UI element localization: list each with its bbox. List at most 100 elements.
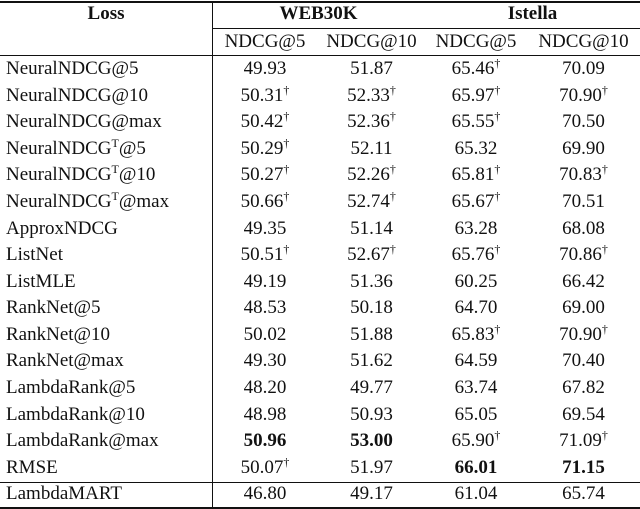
cell-text: RankNet@10 xyxy=(6,323,111,345)
superscript: † xyxy=(389,109,396,124)
score: 65.74 xyxy=(527,481,640,507)
cell-text: 65.81 xyxy=(451,164,495,186)
cell-text: LambdaRank@10 xyxy=(6,403,145,425)
cell-text: 49.77 xyxy=(350,377,393,399)
superscript: † xyxy=(494,428,501,443)
cell-text: 50.31 xyxy=(240,84,284,106)
cell-text: 50.29 xyxy=(240,137,284,159)
score: 48.20 xyxy=(212,375,318,401)
cell-text: 67.82 xyxy=(562,377,605,399)
cell-text: 52.33 xyxy=(347,84,390,106)
cell-text: 70.51 xyxy=(562,190,605,212)
loss-name: ApproxNDCG xyxy=(0,216,212,242)
score: 70.50 xyxy=(527,109,640,135)
score: 52.36† xyxy=(318,109,425,135)
superscript: † xyxy=(494,321,501,336)
superscript: † xyxy=(389,162,396,177)
score: 50.66† xyxy=(212,189,318,215)
superscript: † xyxy=(389,82,396,97)
cell-text: 65.55 xyxy=(451,111,495,133)
metric-header: NDCG@5 xyxy=(224,31,306,52)
score: 50.31† xyxy=(212,83,318,109)
cell-text: 48.53 xyxy=(243,297,287,319)
cell-text: 65.83 xyxy=(451,323,495,345)
score: 71.15 xyxy=(527,455,640,481)
loss-name: RankNet@10 xyxy=(0,322,212,348)
loss-name: RankNet@max xyxy=(0,348,212,374)
loss-name: NeuralNDCG@5 xyxy=(0,56,212,82)
cell-text: 66.01 xyxy=(454,456,498,478)
score: 70.40 xyxy=(527,348,640,374)
cell-text: 70.50 xyxy=(562,111,605,133)
score: 48.53 xyxy=(212,295,318,321)
cell-text: 49.17 xyxy=(350,483,393,505)
score: 70.09 xyxy=(527,56,640,82)
score: 63.74 xyxy=(425,375,527,401)
score: 51.87 xyxy=(318,56,425,82)
score: 69.00 xyxy=(527,295,640,321)
score: 65.55† xyxy=(425,109,527,135)
cell-text: 69.54 xyxy=(562,403,605,425)
cell-text: 70.09 xyxy=(562,58,605,79)
score: 50.02 xyxy=(212,322,318,348)
superscript: T xyxy=(111,188,119,203)
cell-text: NeuralNDCG@10 xyxy=(6,84,149,106)
cell-text: 50.66 xyxy=(240,190,284,212)
score: 70.83† xyxy=(527,162,640,188)
cell-text: 65.67 xyxy=(451,190,495,212)
cell-text: 65.76 xyxy=(451,244,495,266)
superscript: † xyxy=(283,109,290,124)
metric-header: NDCG@10 xyxy=(538,31,629,52)
cell-text: 49.19 xyxy=(243,270,287,292)
cell-text: 65.05 xyxy=(454,403,498,425)
cell-text: @max xyxy=(118,190,170,212)
rule xyxy=(0,1,640,3)
cell-text: 50.96 xyxy=(243,430,287,452)
cell-text: 50.51 xyxy=(240,244,284,266)
score: 49.19 xyxy=(212,269,318,295)
superscript: T xyxy=(111,162,119,177)
cell-text: 48.20 xyxy=(243,377,287,399)
score: 50.27† xyxy=(212,162,318,188)
cell-text: 65.97 xyxy=(451,84,495,106)
cell-text: 68.08 xyxy=(562,217,605,239)
cell-text: LambdaRank@5 xyxy=(6,377,136,399)
cell-text: 69.00 xyxy=(562,297,605,319)
group-header: WEB30K xyxy=(279,3,358,24)
cell-text: 50.93 xyxy=(350,403,393,425)
score: 51.88 xyxy=(318,322,425,348)
superscript: † xyxy=(494,109,501,124)
score: 65.90† xyxy=(425,428,527,454)
loss-name: NeuralNDCG@max xyxy=(0,109,212,135)
score: 50.18 xyxy=(318,295,425,321)
loss-name: LambdaRank@5 xyxy=(0,375,212,401)
cell-text: 66.42 xyxy=(562,270,605,292)
loss-name: LambdaMART xyxy=(0,481,212,507)
score: 49.30 xyxy=(212,348,318,374)
cell-text: 70.83 xyxy=(559,164,602,186)
cell-text: 51.88 xyxy=(350,323,393,345)
cell-text: 52.26 xyxy=(347,164,390,186)
score: 70.90† xyxy=(527,322,640,348)
score: 64.70 xyxy=(425,295,527,321)
cell-text: 65.74 xyxy=(562,483,605,505)
cell-text: 51.62 xyxy=(350,350,393,372)
rule xyxy=(0,507,640,509)
header-loss: Loss xyxy=(87,3,125,24)
superscript: T xyxy=(111,135,119,150)
superscript: † xyxy=(494,242,501,257)
score: 52.26† xyxy=(318,162,425,188)
rule xyxy=(212,28,640,29)
score: 51.62 xyxy=(318,348,425,374)
superscript: † xyxy=(601,82,608,97)
cell-text: NeuralNDCG@5 xyxy=(6,58,139,79)
cell-text: NeuralNDCG@max xyxy=(6,111,162,133)
cell-text: 52.36 xyxy=(347,111,390,133)
cell-text: 61.04 xyxy=(454,483,498,505)
cell-text: ListMLE xyxy=(6,270,76,292)
superscript: † xyxy=(389,242,396,257)
cell-text: 49.93 xyxy=(243,58,287,79)
score: 50.29† xyxy=(212,136,318,162)
cell-text: 50.18 xyxy=(350,297,393,319)
cell-text: 52.11 xyxy=(350,137,393,159)
